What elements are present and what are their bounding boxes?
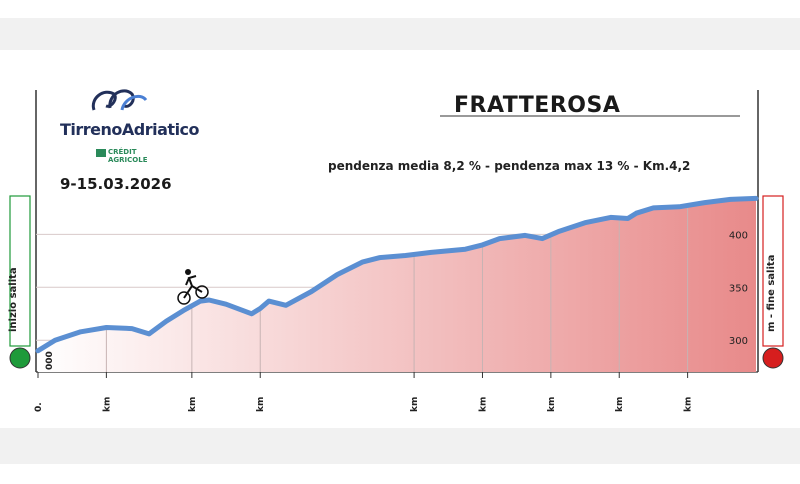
x-tick-label: km (547, 397, 557, 412)
y-tick-label: 350 (729, 283, 748, 294)
sponsor-mark-icon (96, 149, 106, 157)
cyclist-body (183, 275, 203, 299)
elevation-area (38, 198, 756, 372)
x-tick-label: km (615, 397, 625, 412)
x-tick-label: km (478, 397, 488, 412)
cyclist-icon (177, 269, 209, 305)
sponsor-line-2: AGRICOLE (108, 156, 148, 164)
elevation-line (35, 195, 759, 354)
x-tick-label: km (410, 397, 420, 412)
end-dot (762, 347, 784, 369)
start-dot (9, 347, 31, 369)
top-band (0, 18, 800, 50)
right-marker-label: m - fine salita (766, 254, 777, 332)
sponsor-line-1: CRÉDIT (108, 148, 137, 156)
x-tick-label: km (102, 397, 112, 412)
tirreno-logo-icon (91, 89, 148, 111)
brand-name: TirrenoAdriatico (60, 120, 200, 139)
x-tick-label: km (256, 397, 266, 412)
chart-title: FRATTEROSA (454, 93, 621, 118)
y-tick-label: 400 (729, 230, 748, 241)
x-tick-label: km (188, 397, 198, 412)
left-marker-label: inizio salita (8, 267, 19, 332)
chart-subtitle: pendenza media 8,2 % - pendenza max 13 %… (328, 159, 691, 173)
top-margin (0, 0, 800, 18)
y-tick-label: 300 (729, 336, 748, 347)
bottom-band (0, 428, 800, 464)
start-elevation-label: 000 (45, 351, 55, 370)
x-tick-label: km (684, 397, 694, 412)
race-dates: 9-15.03.2026 (60, 175, 172, 193)
cyclist-wheel (177, 291, 191, 305)
end-marker-bar (762, 195, 784, 347)
sponsor-logo: CRÉDIT AGRICOLE (96, 149, 166, 164)
start-marker-bar (9, 195, 31, 347)
cyclist-wheel (195, 285, 209, 299)
x-tick-label: 0. (34, 402, 44, 412)
cyclist-head (185, 269, 191, 275)
